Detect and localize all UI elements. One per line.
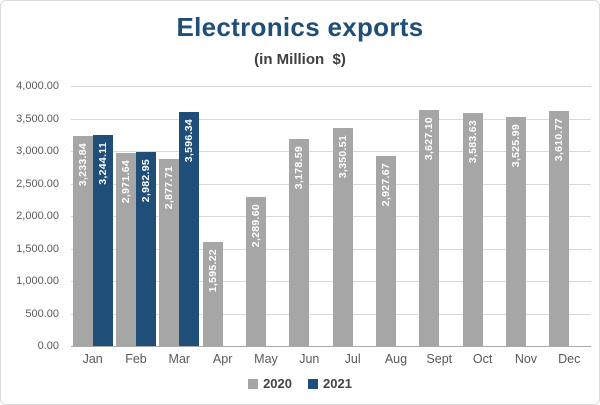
bar-2020-oct: 3,583.63: [462, 113, 483, 346]
gridline: [71, 313, 591, 315]
gridline: [71, 118, 591, 120]
x-label-nov: Nov: [514, 352, 538, 366]
bar-group-apr: 1,595.22: [201, 86, 244, 346]
y-tick-label: 1,000.00: [16, 275, 59, 287]
bar-2020-nov: 3,525.99: [505, 116, 526, 346]
bar-value-label: 3,627.10: [423, 117, 436, 161]
bar-value-label: 2,971.64: [119, 159, 132, 204]
bar-2020-sept: 3,627.10: [419, 110, 440, 346]
bar-group-dec: 3,610.77: [548, 86, 591, 346]
gridline: [71, 86, 591, 87]
x-label-jul: Jul: [344, 352, 361, 366]
y-tick-label: 500.00: [25, 307, 59, 320]
bar-value-label: 2,877.71: [163, 165, 176, 210]
bar-2020-feb: 2,971.64: [115, 152, 136, 346]
legend-label-2020: 2020: [263, 376, 292, 391]
gridline: [71, 183, 591, 185]
gridline: [71, 281, 591, 282]
gridline: [71, 248, 591, 250]
bar-2021-mar: 3,596.34: [179, 112, 200, 346]
y-axis: 4,000.00 3,500.00 3,000.00 2,500.00 2,000.00…: [1, 80, 63, 352]
bar-group-feb: 2,971.64 2,982.95: [114, 86, 157, 346]
bar-group-mar: 2,877.71 3,596.34: [158, 86, 201, 346]
bar-group-jun: 3,178.59: [288, 86, 331, 346]
x-label-aug: Aug: [384, 352, 408, 366]
bar-group-jul: 3,350.51: [331, 86, 374, 346]
bar-value-label: 3,596.34: [183, 119, 196, 163]
x-label-oct: Oct: [472, 352, 493, 366]
bar-value-label: 3,244.11: [96, 142, 109, 185]
bar-2020-jan: 3,233.84: [72, 135, 93, 346]
bar-2020-dec: 3,610.77: [549, 111, 570, 346]
y-tick-label: 2,500.00: [16, 177, 59, 190]
bars: 3,233.84 3,244.11 2,971.64 2,982.95 2,877.71…: [71, 86, 591, 346]
x-label-feb: Feb: [125, 352, 147, 366]
x-label-may: May: [254, 352, 278, 366]
bar-value-label: 3,350.51: [336, 135, 349, 179]
bar-group-jan: 3,233.84 3,244.11: [71, 86, 114, 346]
x-axis: Jan Feb Mar Apr May Jun Jul Aug Sept Oct Nov Dec: [71, 352, 591, 366]
chart-subtitle: (in Million $): [254, 51, 346, 68]
bar-value-label: 2,289.60: [249, 204, 262, 248]
bar-value-label: 2,927.67: [379, 162, 392, 206]
bar-value-label: 3,233.84: [76, 142, 89, 187]
legend-item-2021: 2021: [308, 376, 352, 391]
bar-2020-may: 2,289.60: [245, 197, 266, 346]
bar-value-label: 3,525.99: [509, 123, 522, 168]
chart-title: Electronics exports: [176, 12, 424, 42]
gridline: [71, 151, 591, 152]
bar-group-aug: 2,927.67: [374, 86, 417, 346]
y-tick-label: 3,500.00: [16, 112, 59, 125]
bar-value-label: 2,982.95: [139, 159, 152, 203]
bar-2020-jul: 3,350.51: [332, 128, 353, 346]
legend-swatch-2021: [308, 378, 318, 389]
x-label-mar: Mar: [168, 352, 191, 366]
bar-2020-jun: 3,178.59: [289, 139, 310, 346]
x-label-jun: Jun: [299, 352, 320, 366]
bar-value-label: 1,595.22: [206, 249, 219, 293]
legend: 2020 2021: [1, 376, 599, 391]
legend-label-2021: 2021: [323, 376, 352, 391]
gridline: [71, 216, 591, 217]
bar-2021-feb: 2,982.95: [135, 152, 156, 346]
bar-2020-mar: 2,877.71: [159, 158, 180, 346]
legend-swatch-2020: [248, 378, 259, 389]
bar-value-label: 3,583.63: [466, 120, 479, 164]
x-label-dec: Dec: [558, 352, 581, 366]
bar-group-nov: 3,525.99: [504, 86, 547, 346]
x-label-jan: Jan: [82, 352, 103, 366]
x-label-sept: Sept: [426, 352, 453, 366]
x-label-apr: Apr: [212, 352, 233, 366]
bar-group-sept: 3,627.10: [418, 86, 461, 346]
bar-group-may: 2,289.60: [244, 86, 287, 346]
bar-2021-jan: 3,244.11: [92, 135, 113, 346]
bar-group-oct: 3,583.63: [461, 86, 504, 346]
y-tick-label: 0.00: [37, 340, 59, 352]
y-tick-label: 3,000.00: [16, 145, 59, 157]
bar-value-label: 3,178.59: [293, 146, 306, 190]
bar-2020-apr: 1,595.22: [202, 242, 223, 346]
plot-area: 3,233.84 3,244.11 2,971.64 2,982.95 2,877.71…: [71, 86, 591, 347]
bar-2020-aug: 2,927.67: [375, 155, 396, 346]
y-tick-label: 2,000.00: [16, 210, 59, 222]
bar-value-label: 3,610.77: [553, 118, 566, 162]
y-tick-label: 1,500.00: [16, 242, 59, 255]
legend-item-2020: 2020: [248, 376, 292, 391]
y-tick-label: 4,000.00: [16, 80, 59, 92]
x-axis-line: [71, 346, 591, 347]
